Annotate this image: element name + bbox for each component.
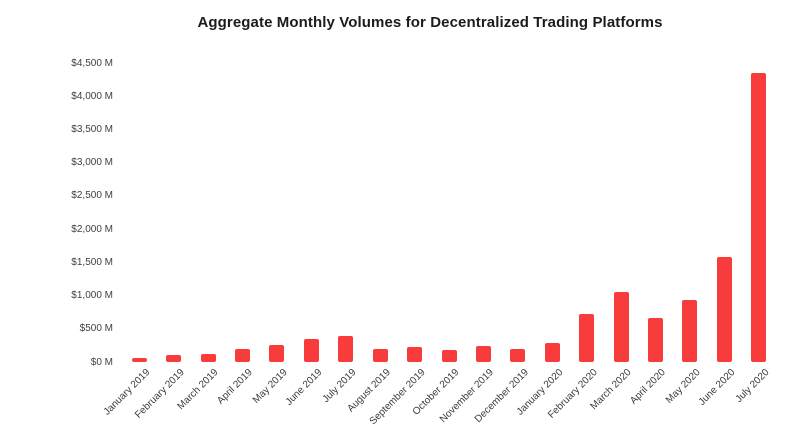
bar-october-2019 xyxy=(441,350,457,362)
bar-may-2019 xyxy=(269,345,285,362)
x-tick-label: April 2019 xyxy=(215,367,256,407)
bar-september-2019 xyxy=(407,347,423,362)
chart-title: Aggregate Monthly Volumes for Decentrali… xyxy=(197,14,663,31)
bar-july-2020 xyxy=(751,73,767,362)
bar-march-2019 xyxy=(200,354,216,362)
bar-august-2019 xyxy=(372,349,388,362)
x-tick-label: April 2020 xyxy=(628,367,669,407)
bar-february-2019 xyxy=(166,355,182,362)
y-tick-label: $1,500 M xyxy=(71,256,113,268)
bar-july-2019 xyxy=(338,336,354,362)
y-tick-label: $4,000 M xyxy=(71,90,113,102)
bar-april-2020 xyxy=(648,318,664,362)
y-tick-label: $2,500 M xyxy=(71,190,113,202)
y-tick-label: $3,000 M xyxy=(71,157,113,169)
y-tick-label: $4,500 M xyxy=(71,57,113,69)
y-tick-label: $2,000 M xyxy=(71,223,113,235)
bar-january-2020 xyxy=(544,343,560,362)
y-tick-label: $500 M xyxy=(79,323,113,335)
y-tick-label: $1,000 M xyxy=(71,290,113,302)
y-tick-label: $0 M xyxy=(90,356,113,368)
bar-november-2019 xyxy=(475,346,491,362)
bar-june-2019 xyxy=(303,339,319,362)
x-tick-label: June 2019 xyxy=(283,367,325,408)
y-tick-label: $3,500 M xyxy=(71,123,113,135)
bar-january-2019 xyxy=(131,358,147,362)
x-tick-label: June 2020 xyxy=(696,367,738,408)
bar-march-2020 xyxy=(613,292,629,362)
bar-june-2020 xyxy=(716,257,732,362)
bar-may-2020 xyxy=(682,300,698,362)
bar-december-2019 xyxy=(510,349,526,362)
bar-february-2020 xyxy=(579,314,595,362)
bar-april-2019 xyxy=(234,349,250,362)
plot-area xyxy=(122,63,776,362)
x-tick-label: July 2020 xyxy=(733,367,772,406)
